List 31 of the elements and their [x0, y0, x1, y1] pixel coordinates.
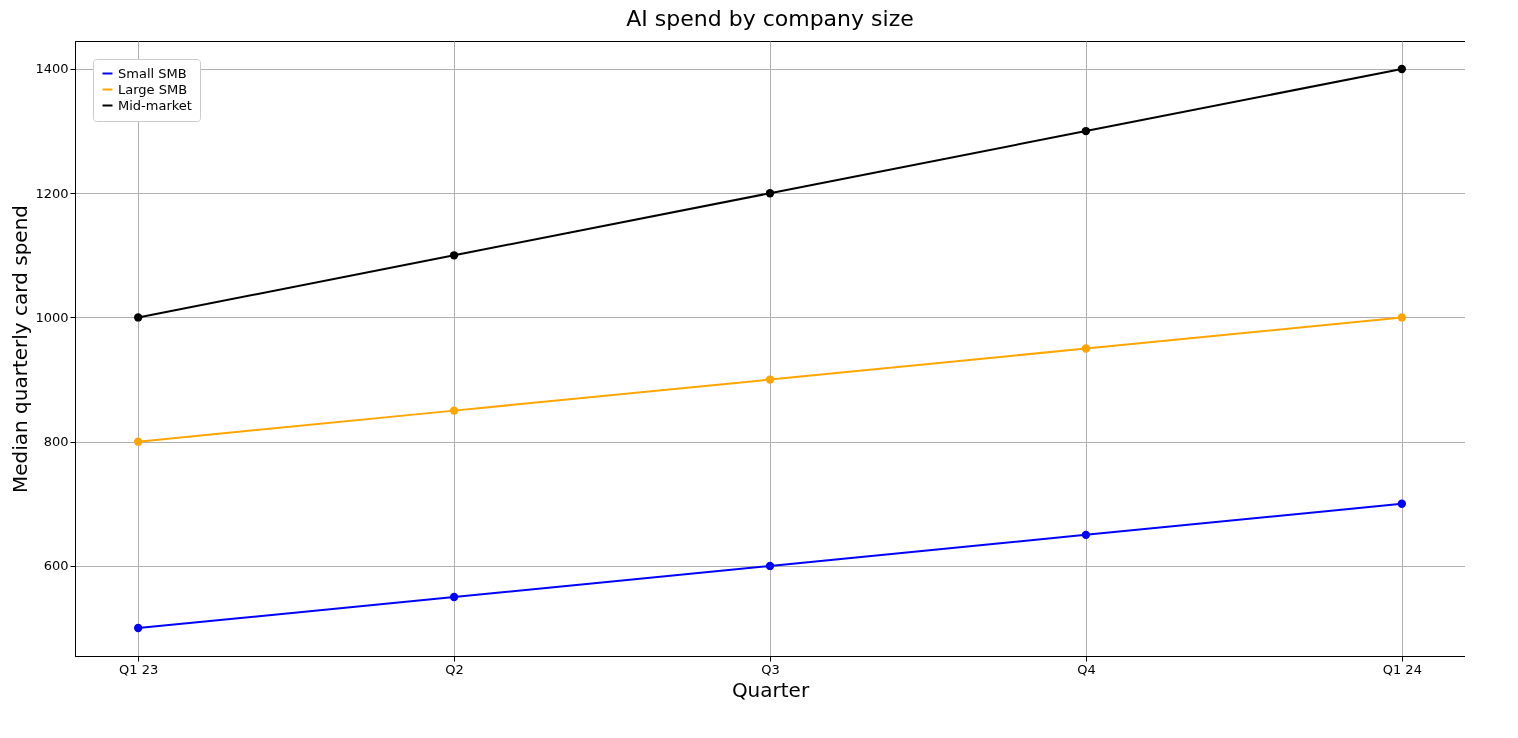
chart-title: AI spend by company size [626, 6, 914, 31]
x-axis-title: Quarter [731, 677, 810, 702]
point [449, 406, 459, 415]
point [134, 437, 143, 446]
x-tick-label: Q3 [761, 661, 780, 677]
point [1397, 313, 1406, 322]
point [449, 592, 459, 602]
point [765, 189, 775, 198]
point [134, 313, 143, 322]
point [765, 561, 775, 571]
point [134, 623, 143, 633]
y-tick-label: 1200 [35, 185, 69, 201]
legend-label: Small SMB [118, 65, 187, 81]
point [1081, 344, 1091, 353]
legend-label: Large SMB [118, 81, 188, 97]
y-tick-label: 600 [43, 558, 69, 574]
point [765, 375, 775, 384]
point [449, 251, 459, 260]
point [1397, 64, 1406, 74]
y-tick-label: 800 [43, 434, 69, 450]
y-tick-label: 1000 [35, 309, 69, 325]
x-tick-label: Q4 [1077, 661, 1096, 677]
legend-label: Mid-market [118, 97, 192, 113]
x-tick-label: Q1 23 [119, 661, 159, 677]
x-tick-label: Q2 [445, 661, 464, 677]
x-tick-label: Q1 24 [1382, 661, 1422, 677]
point [1081, 530, 1091, 540]
point [1397, 499, 1406, 508]
y-axis-title: Median quarterly card spend [8, 204, 33, 494]
point [1081, 126, 1091, 136]
y-tick-label: 1400 [35, 61, 69, 77]
